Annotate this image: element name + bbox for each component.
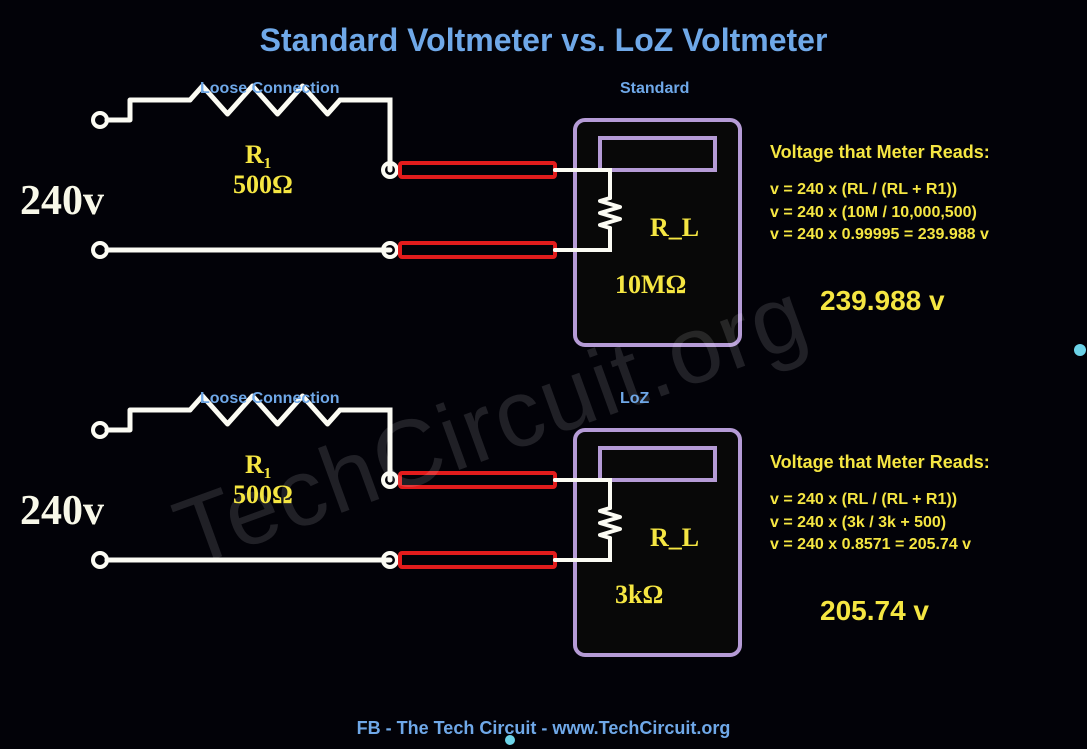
r1-name: R₁ xyxy=(245,140,272,170)
result-standard: 239.988 v xyxy=(820,285,945,317)
source-voltage: 240v xyxy=(20,487,104,535)
loose-connection-label: Loose Connection xyxy=(200,390,340,408)
rl-value: 3kΩ xyxy=(615,580,663,610)
result-loz: 205.74 v xyxy=(820,595,929,627)
rl-value: 10MΩ xyxy=(615,270,686,300)
calc-line: v = 240 x (3k / 3k + 500) xyxy=(770,512,990,534)
meter-type-label: Standard xyxy=(620,80,689,98)
source-voltage: 240v xyxy=(20,177,104,225)
r1-name: R₁ xyxy=(245,450,272,480)
meter-type-label: LoZ xyxy=(620,390,649,408)
calc-block-loz: Voltage that Meter Reads: v = 240 x (RL /… xyxy=(770,450,990,556)
footer-credit: FB - The Tech Circuit - www.TechCircuit.… xyxy=(0,718,1087,739)
rl-name: R_L xyxy=(650,523,699,553)
calc-line: v = 240 x (10M / 10,000,500) xyxy=(770,202,990,224)
calc-line: v = 240 x (RL / (RL + R1)) xyxy=(770,179,990,201)
r1-value: 500Ω xyxy=(233,170,293,200)
calc-line: v = 240 x 0.8571 = 205.74 v xyxy=(770,534,990,556)
calc-line: v = 240 x 0.99995 = 239.988 v xyxy=(770,224,990,246)
r1-value: 500Ω xyxy=(233,480,293,510)
calc-block-standard: Voltage that Meter Reads: v = 240 x (RL /… xyxy=(770,140,990,246)
circuit-svg xyxy=(0,0,1087,749)
diagram-stage: Standard Voltmeter vs. LoZ Voltmeter Tec… xyxy=(0,0,1087,749)
calc-heading: Voltage that Meter Reads: xyxy=(770,140,990,165)
calc-line: v = 240 x (RL / (RL + R1)) xyxy=(770,489,990,511)
rl-name: R_L xyxy=(650,213,699,243)
loose-connection-label: Loose Connection xyxy=(200,80,340,98)
calc-heading: Voltage that Meter Reads: xyxy=(770,450,990,475)
